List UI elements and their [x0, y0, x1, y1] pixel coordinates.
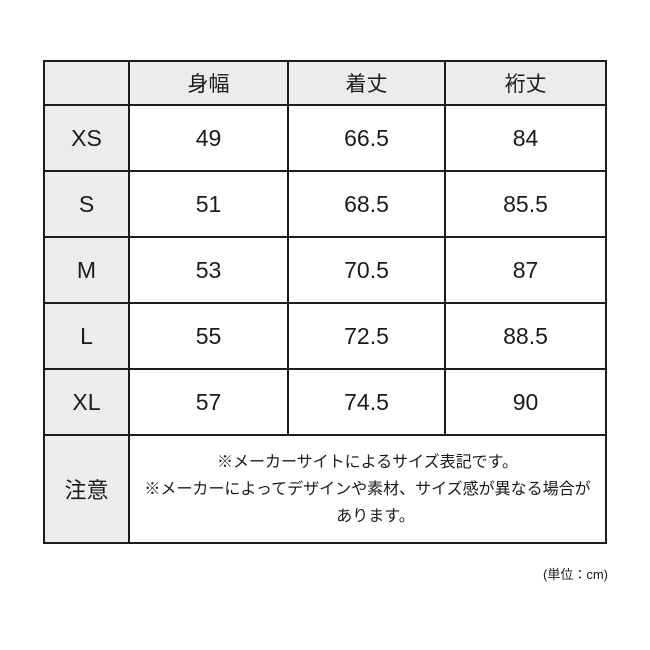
header-row: 身幅 着丈 裄丈 [43, 60, 607, 106]
cell-length: 70.5 [287, 236, 446, 304]
note-cell: ※メーカーサイトによるサイズ表記です。 ※メーカーによってデザインや素材、サイズ… [128, 434, 607, 544]
note-line-3: あります。 [320, 507, 415, 525]
size-table: 身幅 着丈 裄丈 XS 49 66.5 84 S 51 68.5 85.5 M … [43, 60, 607, 544]
cell-sleeve: 90 [444, 368, 607, 436]
cell-body-width: 51 [128, 170, 289, 238]
cell-length: 68.5 [287, 170, 446, 238]
cell-body-width: 55 [128, 302, 289, 370]
cell-body-width: 49 [128, 104, 289, 172]
note-label: 注意 [43, 434, 130, 544]
cell-body-width: 57 [128, 368, 289, 436]
header-cell-empty [43, 60, 130, 106]
cell-sleeve: 87 [444, 236, 607, 304]
header-cell-body-width: 身幅 [128, 60, 289, 106]
note-line-1: ※メーカーサイトによるサイズ表記です。 [216, 453, 519, 471]
size-label: M [43, 236, 130, 304]
cell-length: 74.5 [287, 368, 446, 436]
cell-length: 66.5 [287, 104, 446, 172]
note-line-2: ※メーカーによってデザインや素材、サイズ感が異なる場合が [144, 480, 591, 498]
cell-length: 72.5 [287, 302, 446, 370]
table-row-l: L 55 72.5 88.5 [43, 302, 607, 370]
cell-sleeve: 88.5 [444, 302, 607, 370]
note-row: 注意 ※メーカーサイトによるサイズ表記です。 ※メーカーによってデザインや素材、… [43, 434, 607, 544]
cell-body-width: 53 [128, 236, 289, 304]
unit-label: (単位：cm) [543, 567, 608, 582]
size-label: XL [43, 368, 130, 436]
table-row-s: S 51 68.5 85.5 [43, 170, 607, 238]
table-row-xs: XS 49 66.5 84 [43, 104, 607, 172]
cell-sleeve: 84 [444, 104, 607, 172]
table-row-xl: XL 57 74.5 90 [43, 368, 607, 436]
header-cell-length: 着丈 [287, 60, 446, 106]
header-cell-sleeve: 裄丈 [444, 60, 607, 106]
size-label: S [43, 170, 130, 238]
cell-sleeve: 85.5 [444, 170, 607, 238]
table-row-m: M 53 70.5 87 [43, 236, 607, 304]
size-label: L [43, 302, 130, 370]
size-label: XS [43, 104, 130, 172]
